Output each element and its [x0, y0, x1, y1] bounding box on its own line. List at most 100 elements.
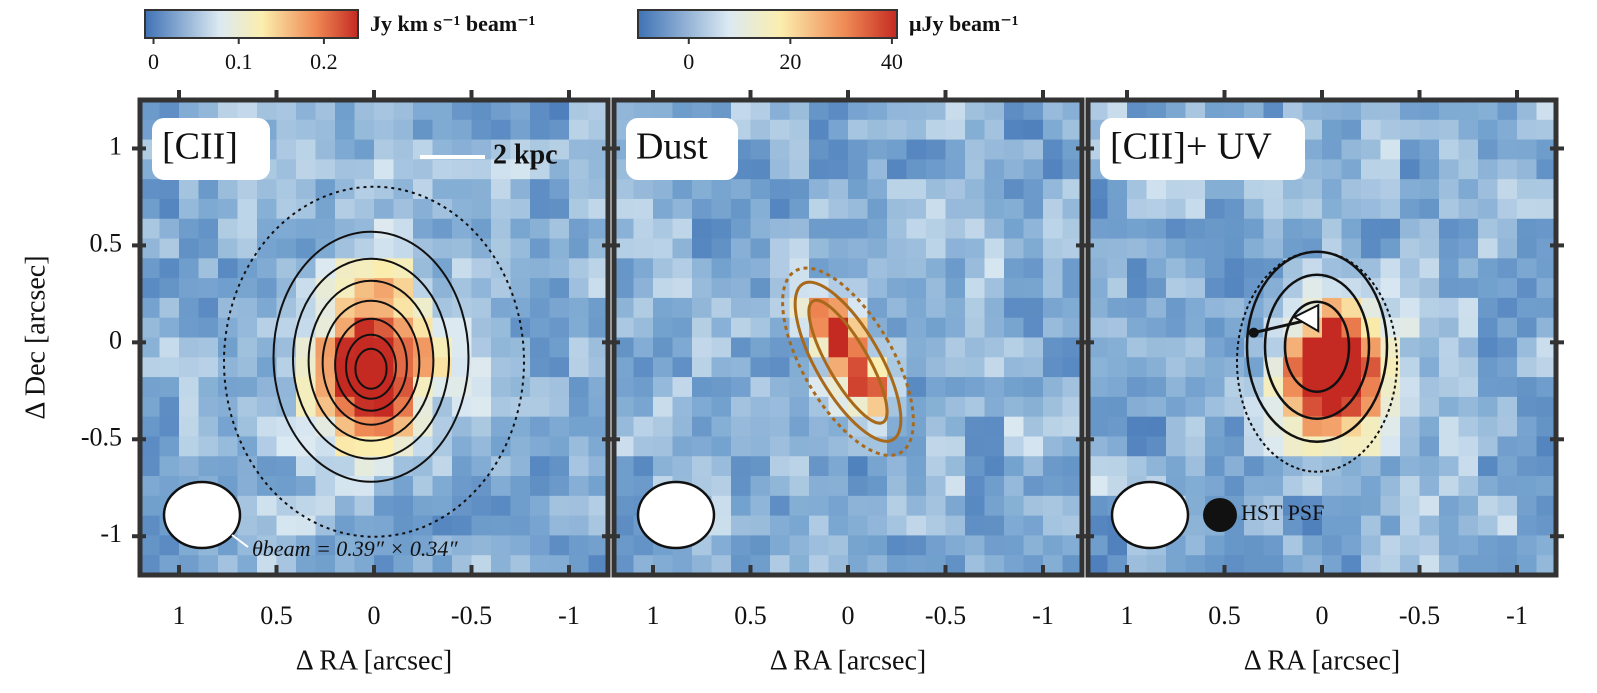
pixel	[1205, 436, 1226, 457]
pixel	[413, 555, 434, 575]
pixel	[750, 258, 771, 279]
pixel	[1088, 297, 1109, 319]
pixel	[1439, 198, 1460, 220]
pixel	[731, 535, 752, 556]
pixel	[1062, 396, 1082, 418]
pixel	[887, 278, 908, 299]
pixel	[140, 198, 161, 220]
pixel	[549, 515, 570, 537]
pixel	[530, 238, 551, 259]
pixel	[140, 377, 161, 398]
pixel	[653, 100, 674, 121]
pixel	[965, 218, 986, 240]
pixel	[672, 297, 693, 319]
pixel	[1283, 258, 1304, 279]
pixel	[1244, 337, 1265, 358]
pixel	[1146, 436, 1167, 457]
pixel	[945, 139, 966, 160]
pixel	[530, 317, 551, 339]
pixel	[965, 555, 986, 575]
pixel	[848, 139, 869, 160]
colorbar-tick-label: 0.2	[310, 49, 338, 74]
pixel	[413, 258, 434, 279]
pixel	[179, 436, 200, 457]
pixel	[393, 218, 414, 240]
pixel	[1458, 139, 1479, 160]
pixel	[672, 456, 693, 477]
pixel	[809, 218, 830, 240]
y-tick-label: 0	[109, 325, 122, 354]
pixel	[653, 179, 674, 200]
pixel	[965, 119, 986, 141]
pixel	[569, 258, 590, 279]
pixel	[1302, 396, 1323, 418]
pixel	[198, 198, 219, 220]
pixel	[867, 100, 888, 121]
x-tick-label: 0	[1316, 601, 1329, 630]
pixel	[945, 337, 966, 358]
pixel	[1439, 515, 1460, 537]
pixel	[510, 456, 531, 477]
pixel	[549, 396, 570, 418]
x-tick-label: 0.5	[734, 601, 767, 630]
pixel	[614, 179, 635, 200]
pixel	[159, 436, 180, 457]
pixel	[1023, 139, 1044, 160]
pixel	[926, 495, 947, 517]
pixel	[198, 258, 219, 279]
pixel	[1536, 396, 1556, 418]
pixel	[1400, 337, 1421, 358]
pixel	[1043, 535, 1064, 556]
pixel	[257, 555, 278, 575]
pixel	[750, 396, 771, 418]
contour	[345, 333, 397, 400]
pixel	[1322, 100, 1343, 121]
pixel	[530, 456, 551, 477]
pixel	[965, 416, 986, 438]
pixel	[1478, 278, 1499, 299]
pixel	[828, 179, 849, 200]
pixel	[218, 377, 239, 398]
pixel	[159, 377, 180, 398]
pixel	[1478, 515, 1499, 537]
pixel	[452, 238, 473, 259]
y-axis-label: Δ Dec [arcsec]	[20, 255, 51, 419]
pixel	[1458, 377, 1479, 398]
x-tick-label: -1	[1506, 601, 1528, 630]
pixel	[692, 218, 713, 240]
pixel	[1478, 238, 1499, 259]
pixel	[965, 535, 986, 556]
pixel	[530, 377, 551, 398]
colorbar-tick-label: 0	[148, 49, 159, 74]
pixel	[750, 317, 771, 339]
x-axis-label: Δ RA [arcsec]	[296, 645, 452, 676]
pixel	[1497, 436, 1518, 457]
pixel	[1107, 535, 1128, 556]
pixel	[276, 377, 297, 398]
pixel	[1224, 258, 1245, 279]
pixel	[789, 555, 810, 575]
pixel	[672, 377, 693, 398]
pixel	[1478, 396, 1499, 418]
pixel	[672, 278, 693, 299]
pixel	[276, 198, 297, 220]
pixel	[1146, 377, 1167, 398]
pixel	[432, 297, 453, 319]
contour	[1245, 250, 1389, 443]
pixel	[315, 139, 336, 160]
pixel	[1043, 456, 1064, 477]
pixel	[374, 297, 395, 319]
pixel	[1380, 337, 1401, 358]
pixel	[1302, 515, 1323, 537]
pixel	[1536, 476, 1556, 497]
pixel	[984, 555, 1005, 575]
pixel	[1302, 337, 1323, 358]
pixel	[1205, 218, 1226, 240]
pixel	[1166, 179, 1187, 200]
pixel	[198, 357, 219, 378]
pixel	[218, 258, 239, 279]
pixel	[374, 119, 395, 141]
pixel	[1088, 218, 1109, 240]
pixel	[848, 377, 869, 398]
pixel	[1088, 179, 1109, 200]
